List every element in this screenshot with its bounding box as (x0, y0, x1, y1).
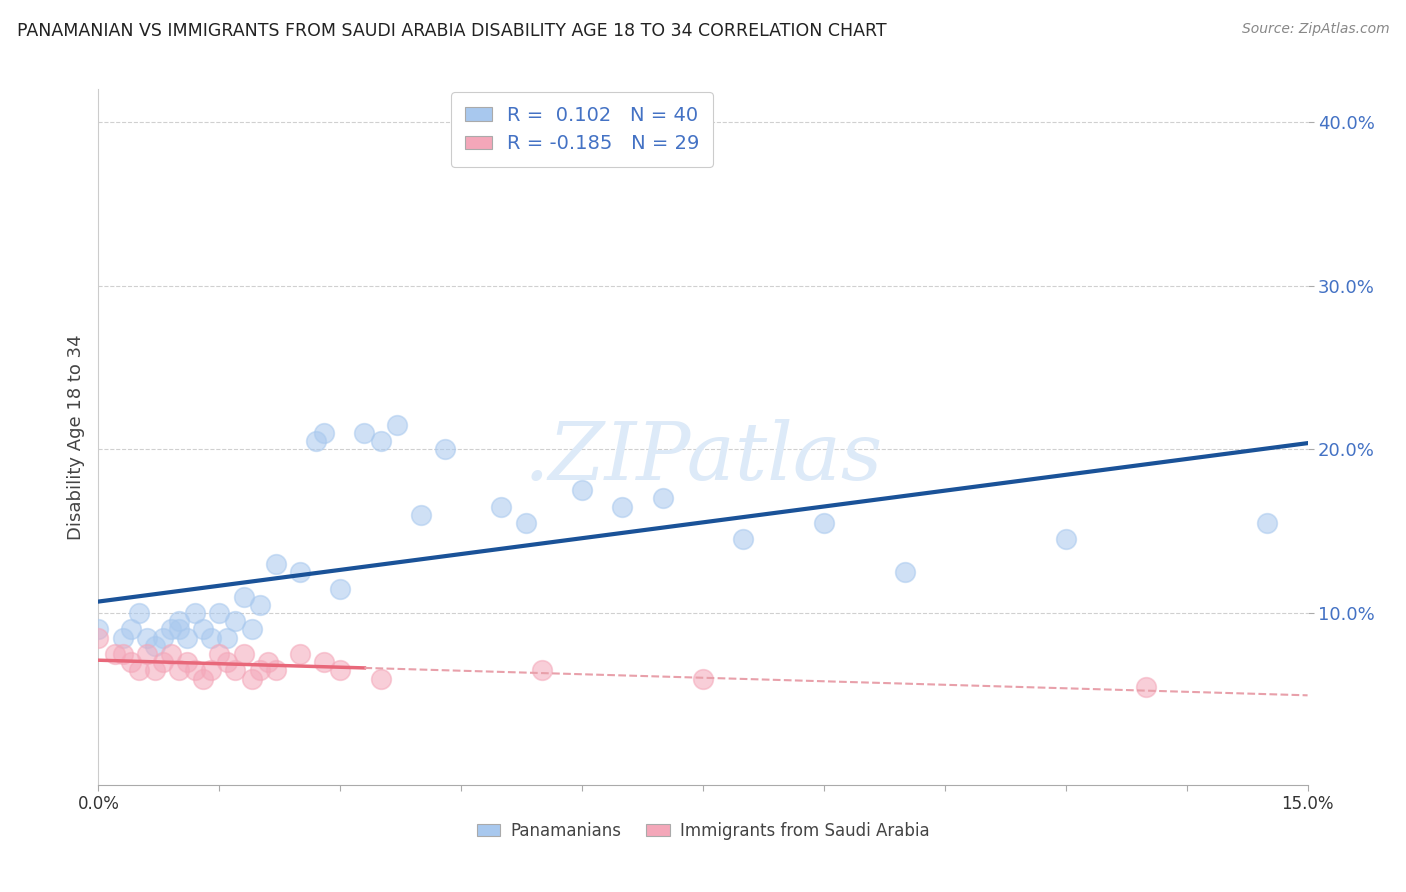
Point (167, 664, 190, 678)
Point (224, 614, 246, 628)
Point (314, 425, 336, 440)
Point (256, 655, 278, 669)
Point (103, 647, 125, 661)
Point (353, 425, 375, 440)
Point (120, 623, 142, 637)
Point (434, 442, 457, 457)
Point (530, 664, 553, 678)
Point (893, 565, 915, 579)
Point (143, 664, 166, 678)
Point (409, 508, 432, 522)
Point (111, 631, 134, 645)
Point (264, 557, 287, 571)
Point (329, 582, 352, 596)
Point (176, 631, 198, 645)
Point (224, 664, 246, 678)
Point (232, 647, 254, 661)
Point (200, 631, 222, 645)
Point (385, 417, 408, 432)
Point (249, 664, 271, 678)
Point (152, 631, 174, 645)
Point (184, 664, 207, 678)
Point (491, 500, 513, 514)
Point (111, 647, 134, 661)
Point (184, 606, 207, 620)
Point (288, 647, 311, 661)
Legend: Panamanians, Immigrants from Saudi Arabia: Panamanians, Immigrants from Saudi Arabi… (470, 815, 936, 847)
Point (87, 623, 110, 637)
Point (208, 606, 231, 620)
Point (167, 623, 190, 637)
Point (249, 598, 271, 612)
Point (329, 664, 352, 678)
Point (612, 500, 634, 514)
Point (176, 655, 198, 669)
Point (1256, 516, 1278, 530)
Point (208, 647, 231, 661)
Point (193, 672, 215, 686)
Point (128, 606, 150, 620)
Point (305, 434, 328, 449)
Point (571, 483, 593, 498)
Point (288, 565, 311, 579)
Point (152, 655, 174, 669)
Point (1135, 680, 1157, 694)
Point (143, 639, 166, 653)
Y-axis label: Disability Age 18 to 34: Disability Age 18 to 34 (66, 334, 84, 540)
Point (240, 623, 263, 637)
Text: .ZIPatlas: .ZIPatlas (523, 419, 883, 497)
Point (87, 631, 110, 645)
Point (692, 672, 714, 686)
Point (193, 623, 215, 637)
Point (314, 655, 336, 669)
Text: Source: ZipAtlas.com: Source: ZipAtlas.com (1241, 22, 1389, 37)
Text: PANAMANIAN VS IMMIGRANTS FROM SAUDI ARABIA DISABILITY AGE 18 TO 34 CORRELATION C: PANAMANIAN VS IMMIGRANTS FROM SAUDI ARAB… (17, 22, 887, 40)
Point (515, 516, 537, 530)
Point (370, 672, 392, 686)
Point (264, 664, 287, 678)
Point (240, 672, 263, 686)
Point (370, 434, 392, 449)
Point (651, 491, 673, 506)
Point (217, 631, 239, 645)
Point (217, 655, 239, 669)
Point (128, 664, 150, 678)
Point (120, 655, 142, 669)
Point (160, 647, 183, 661)
Point (160, 623, 183, 637)
Point (1054, 533, 1077, 547)
Point (200, 664, 222, 678)
Point (232, 590, 254, 604)
Point (135, 631, 157, 645)
Point (167, 614, 190, 628)
Point (135, 647, 157, 661)
Point (813, 516, 835, 530)
Point (733, 533, 755, 547)
